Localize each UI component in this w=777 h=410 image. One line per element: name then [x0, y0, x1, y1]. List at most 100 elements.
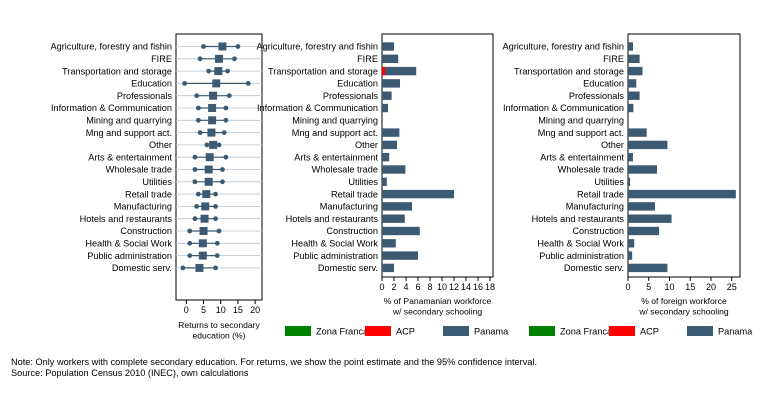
panamanian-tick-label: 6 [415, 282, 420, 292]
ci-low-marker [195, 117, 201, 123]
panamanian-bar-panama [382, 189, 454, 199]
foreign-category-label: Wholesale trade [558, 165, 624, 175]
foreign-category-label: Information & Communication [503, 103, 624, 113]
returns-category-label: Other [149, 140, 172, 150]
panamanian-bar-panama [382, 66, 417, 76]
foreign-bar-panama [628, 91, 640, 100]
panamanian-bar-panama [382, 128, 400, 137]
ci-low-marker [192, 167, 198, 172]
returns-frame [175, 33, 263, 301]
panamanian-tick-label: 14 [461, 282, 471, 292]
panamanian-category-label: Agriculture, forestry and fishin [256, 42, 378, 52]
foreign-bar-panama [628, 239, 635, 248]
ci-low-marker [204, 142, 210, 148]
returns-panel: Agriculture, forestry and fishin FIRE Tran… [50, 33, 263, 341]
returns-tick-label: 0 [184, 305, 189, 315]
panamanian-category-label: Other [355, 140, 378, 150]
panamanian-category-label: Public administration [293, 251, 378, 261]
panamanian-category-label: Mining and quarrying [292, 116, 378, 126]
panamanian-bar-panama [382, 54, 399, 63]
panamanian-tick-label: 12 [449, 282, 459, 292]
panamanian-bar-panama [382, 239, 396, 248]
point-estimate [200, 214, 209, 223]
legend-right: Zona Franca ACP Panama [529, 326, 753, 337]
left-legend-swatch [285, 326, 311, 336]
foreign-category-label: Domestic serv. [564, 263, 624, 273]
ci-high-marker [223, 154, 229, 160]
ci-high-marker [213, 216, 218, 222]
right-legend-label: Zona Franca [560, 327, 613, 337]
panamanian-bar-panama [382, 177, 387, 186]
point-estimate [204, 177, 213, 186]
ci-low-marker [180, 265, 186, 271]
panamanian-bar-panama [382, 103, 388, 113]
returns-category-label: Retail trade [125, 189, 172, 199]
panamanian-bar-panama [382, 226, 420, 236]
panamanian-category-label: Professionals [323, 91, 379, 101]
left-legend-label: Panama [474, 327, 509, 337]
foreign-bar-panama [628, 214, 672, 223]
panamanian-category-label: Manufacturing [320, 202, 378, 212]
ci-low-marker [194, 204, 200, 209]
foreign-category-label: Hotels and restaurants [532, 214, 625, 224]
point-estimate [208, 104, 217, 112]
ci-low-marker [197, 56, 203, 62]
foreign-category-label: Mng and support act. [538, 128, 624, 138]
panamanian-category-label: FIRE [357, 54, 378, 64]
ci-high-marker [232, 56, 237, 62]
foreign-tick-label: 25 [727, 282, 737, 292]
panamanian-bar-panama [382, 263, 394, 273]
foreign-tick-label: 10 [664, 282, 674, 292]
point-estimate [195, 263, 204, 272]
returns-axis-title: education (%) [192, 331, 245, 341]
foreign-bar-panama [628, 66, 643, 76]
point-estimate [207, 128, 216, 137]
foreign-bar-panama [628, 251, 633, 260]
ci-high-marker [223, 105, 229, 111]
ci-high-marker [225, 68, 231, 74]
panamanian-category-label: Mng and support act. [292, 128, 378, 138]
ci-low-marker [194, 93, 200, 99]
panamanian-bar-panama [382, 251, 418, 260]
ci-low-marker [206, 68, 212, 74]
ci-high-marker [216, 142, 222, 148]
returns-category-label: Health & Social Work [85, 239, 172, 249]
foreign-category-label: Education [583, 79, 624, 89]
source-text: Source: Population Census 2010 (INEC), o… [11, 368, 249, 378]
right-legend-swatch [529, 326, 555, 336]
returns-category-label: FIRE [151, 54, 172, 64]
returns-category-label: Manufacturing [114, 202, 172, 212]
point-estimate [215, 54, 223, 63]
returns-category-label: Transportation and storage [62, 66, 172, 76]
panamanian-bar-panama [382, 153, 390, 162]
point-estimate [204, 165, 213, 174]
foreign-axis-title: % of foreign workforce [641, 296, 727, 306]
foreign-category-label: Retail trade [577, 189, 624, 199]
left-legend-swatch [365, 326, 391, 336]
right-legend-swatch [687, 326, 713, 336]
point-estimate [208, 116, 217, 125]
foreign-category-label: Transportation and storage [514, 66, 624, 76]
ci-high-marker [235, 44, 241, 49]
panamanian-tick-label: 0 [379, 282, 384, 292]
point-estimate [201, 202, 210, 211]
panamanian-bar-panama [382, 140, 397, 150]
ci-high-marker [213, 191, 218, 197]
foreign-bar-panama [628, 226, 660, 236]
returns-category-label: Information & Communication [51, 103, 172, 113]
point-estimate [209, 140, 218, 149]
panamanian-axis-title: % of Panamanian workforce [384, 296, 492, 306]
point-estimate [218, 42, 227, 51]
foreign-category-label: Mining and quarrying [538, 116, 624, 126]
ci-low-marker [197, 130, 203, 136]
returns-category-label: Wholesale trade [106, 165, 172, 175]
returns-category-label: Utilities [142, 177, 172, 187]
panamanian-tick-label: 10 [437, 282, 447, 292]
ci-high-marker [223, 117, 229, 123]
returns-tick-label: 10 [216, 305, 226, 315]
left-legend-label: ACP [396, 327, 415, 337]
foreign-category-label: FIRE [603, 54, 624, 64]
right-legend-swatch [609, 326, 635, 336]
panamanian-bar-panama [382, 42, 394, 51]
foreign-category-label: Professionals [569, 91, 625, 101]
